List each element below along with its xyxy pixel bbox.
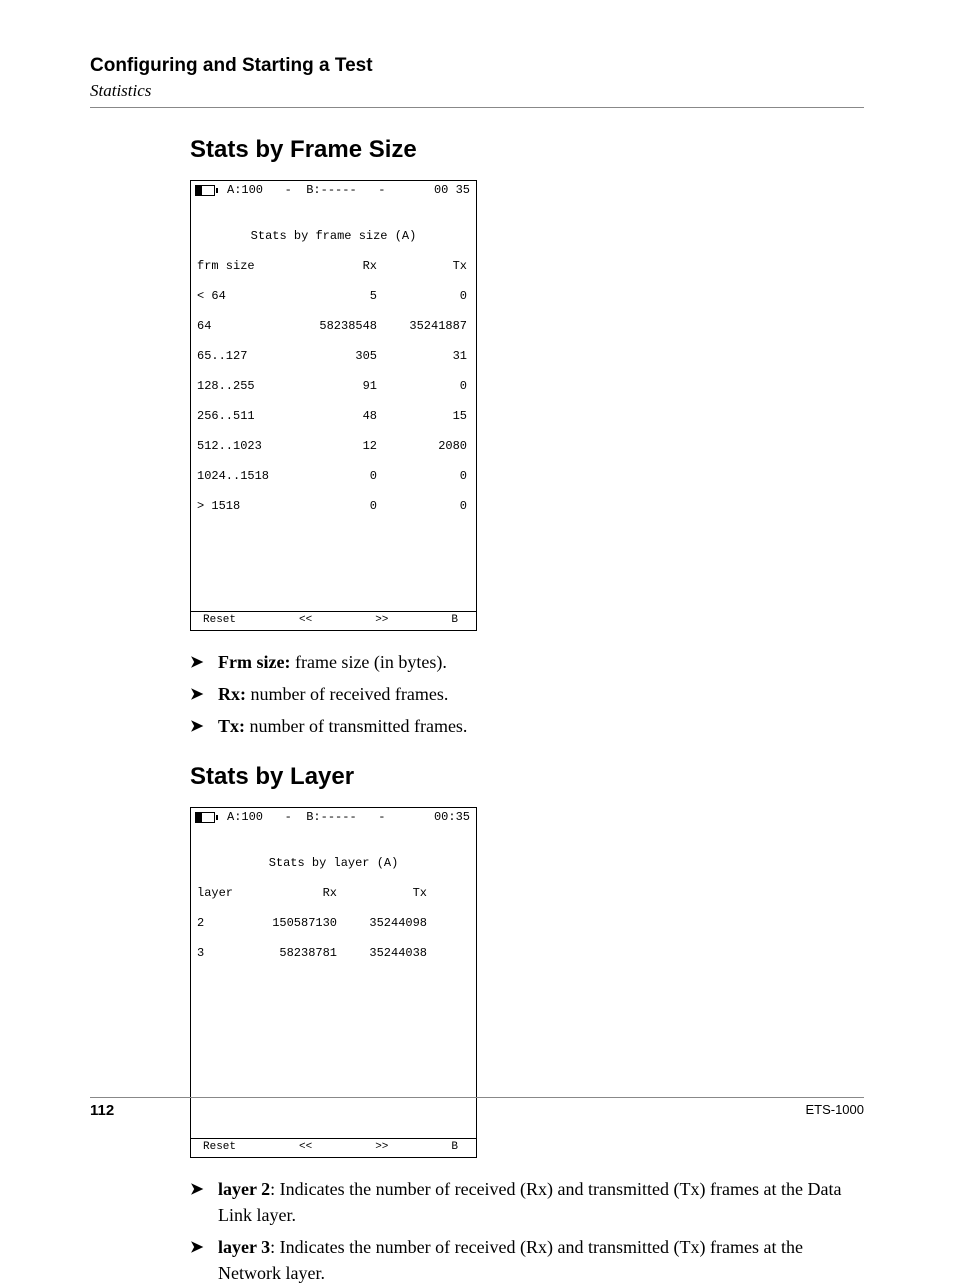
bullet-arrow-icon: ➤: [190, 681, 218, 706]
device-screen-frame-size: A:100 - B:----- - 00 35 Stats by frame s…: [190, 180, 477, 631]
footer-rule: [90, 1097, 864, 1098]
table-row: 65..12730531: [197, 349, 470, 364]
list-item: ➤ layer 2: Indicates the number of recei…: [190, 1176, 864, 1228]
bullet-arrow-icon: ➤: [190, 1234, 218, 1259]
battery-icon: [195, 185, 215, 196]
bullet-arrow-icon: ➤: [190, 649, 218, 674]
device-softkeys: Reset << >> B: [191, 611, 476, 630]
section-breadcrumb: Statistics: [90, 81, 864, 101]
list-item: ➤ Frm size: frame size (in bytes).: [190, 649, 864, 675]
table-row: 1024..151800: [197, 469, 470, 484]
softkey-port[interactable]: B: [451, 614, 458, 628]
page: Configuring and Starting a Test Statisti…: [0, 0, 954, 1159]
device-body: Stats by layer (A) layerRxTx 21505871303…: [191, 827, 476, 1138]
list-item: ➤ layer 3: Indicates the number of recei…: [190, 1234, 864, 1286]
status-a: A:100 - B:----- -: [227, 810, 434, 825]
status-a: A:100 - B:----- -: [227, 183, 434, 198]
softkey-next[interactable]: >>: [375, 614, 388, 628]
softkey-port[interactable]: B: [451, 1141, 458, 1155]
table-row: 256..5114815: [197, 409, 470, 424]
col-headers: layerRxTx: [197, 886, 470, 901]
status-time: 00 35: [434, 183, 470, 198]
softkey-next[interactable]: >>: [375, 1141, 388, 1155]
page-footer: 112 ETS-1000: [90, 1097, 864, 1119]
heading-stats-by-frame-size: Stats by Frame Size: [190, 136, 864, 164]
table-row: > 151800: [197, 499, 470, 514]
table-row: < 6450: [197, 289, 470, 304]
device-body: Stats by frame size (A) frm sizeRxTx < 6…: [191, 200, 476, 611]
header-rule: [90, 107, 864, 108]
table-row: 645823854835241887: [197, 319, 470, 334]
softkey-prev[interactable]: <<: [299, 614, 312, 628]
bullet-list: ➤ Frm size: frame size (in bytes). ➤ Rx:…: [190, 649, 864, 739]
softkey-prev[interactable]: <<: [299, 1141, 312, 1155]
table-row: 215058713035244098: [197, 916, 470, 931]
device-softkeys: Reset << >> B: [191, 1138, 476, 1157]
bullet-arrow-icon: ➤: [190, 713, 218, 738]
bullet-list: ➤ layer 2: Indicates the number of recei…: [190, 1176, 864, 1286]
device-status-bar: A:100 - B:----- - 00 35: [191, 181, 476, 200]
heading-stats-by-layer: Stats by Layer: [190, 763, 864, 791]
table-row: 128..255910: [197, 379, 470, 394]
list-item: ➤ Rx: number of received frames.: [190, 681, 864, 707]
bullet-arrow-icon: ➤: [190, 1176, 218, 1201]
page-number: 112: [90, 1102, 114, 1119]
model-name: ETS-1000: [805, 1102, 864, 1119]
table-row: 512..1023122080: [197, 439, 470, 454]
list-item: ➤ Tx: number of transmitted frames.: [190, 713, 864, 739]
chapter-title: Configuring and Starting a Test: [90, 55, 864, 77]
col-headers: frm sizeRxTx: [197, 259, 470, 274]
softkey-reset[interactable]: Reset: [203, 1141, 236, 1155]
table-row: 35823878135244038: [197, 946, 470, 961]
softkey-reset[interactable]: Reset: [203, 614, 236, 628]
battery-icon: [195, 812, 215, 823]
screen-title: Stats by frame size (A): [197, 229, 470, 244]
screen-title: Stats by layer (A): [197, 856, 470, 871]
device-status-bar: A:100 - B:----- - 00:35: [191, 808, 476, 827]
status-time: 00:35: [434, 810, 470, 825]
